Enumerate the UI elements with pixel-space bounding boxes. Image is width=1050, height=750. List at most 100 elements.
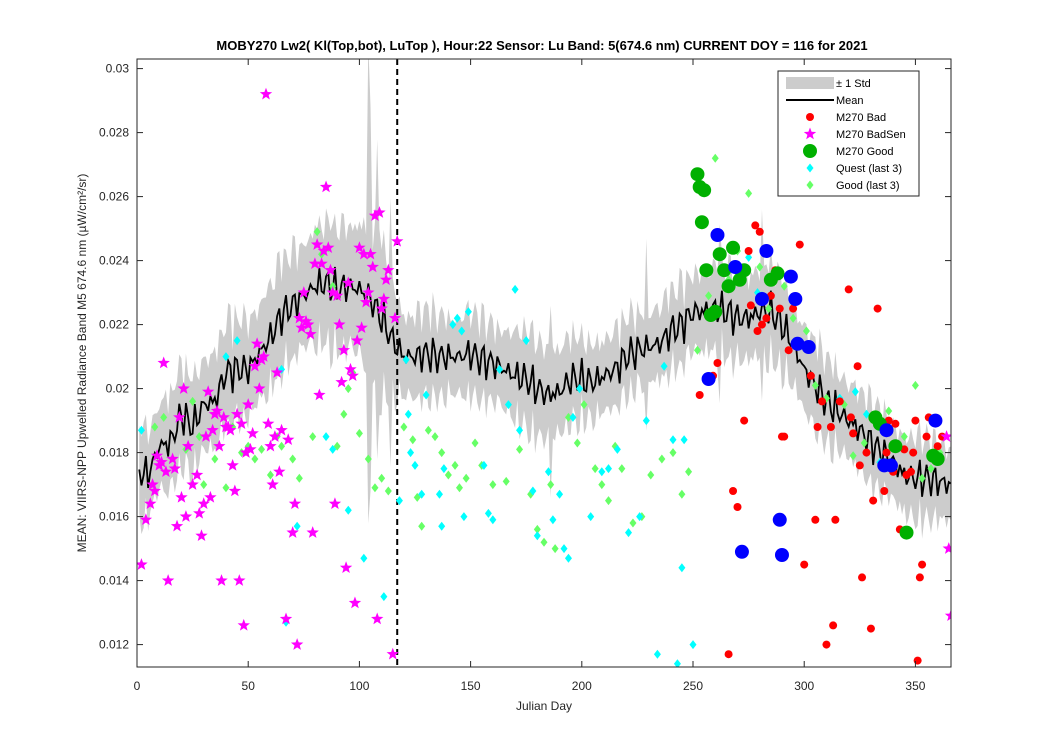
data-point [942,542,951,554]
data-point [342,276,355,289]
x-tick-label: 250 [683,679,703,693]
data-point [155,455,168,468]
y-tick-label: 0.03 [106,62,130,76]
data-point [915,573,924,582]
data-point [880,487,889,495]
x-axis: 0 50 100 150 200 250 300 350 [134,59,926,693]
data-point [888,439,903,454]
data-point [547,480,555,490]
data-point [759,244,774,258]
data-point [818,397,827,406]
data-point [927,464,935,474]
x-tick-label: 200 [572,679,592,693]
data-point [289,454,297,464]
data-point [244,442,257,455]
data-point [795,240,804,249]
data-point [139,513,153,526]
data-point [366,260,379,273]
data-point [242,398,255,410]
data-point [745,252,753,262]
data-point [678,563,686,573]
series-m270-good [690,167,945,540]
data-point [295,321,308,334]
data-point [755,227,764,236]
data-point [168,462,181,474]
data-point [717,263,732,278]
data-point [844,285,853,294]
data-point [170,519,184,532]
data-point [516,425,524,435]
data-point [329,444,337,454]
y-tick-label: 0.02 [106,382,130,396]
data-point [911,416,920,425]
data-point [371,483,379,493]
data-point [647,470,655,480]
data-point [206,423,219,436]
data-point [705,291,713,301]
data-point [224,423,237,436]
std-band-layer [139,59,951,539]
data-point [783,269,798,284]
data-point [386,647,399,660]
data-point [564,553,572,563]
data-point [326,286,339,298]
data-point [685,467,693,477]
data-point [404,409,412,419]
data-point [471,438,479,448]
data-point [701,372,716,386]
data-point [226,458,239,471]
legend-swatch [803,127,817,140]
data-point [728,260,743,274]
data-point [729,487,738,495]
legend-entry: M270 BadSen [803,127,906,141]
data-point [604,464,612,474]
series-quest-last-3 [137,252,884,667]
data-point [710,228,725,242]
data-point [772,512,787,527]
series-m270-badsen [137,87,951,660]
data-point [438,448,446,458]
data-point [733,503,742,511]
data-point [642,416,650,426]
data-point [813,423,822,431]
data-point [340,409,348,419]
data-point [790,336,805,351]
data-point [673,659,681,667]
legend-label: Quest (last 3) [836,163,902,175]
data-point [831,515,840,524]
data-point [344,384,352,394]
data-point [418,489,426,499]
data-point [724,650,733,659]
data-point [273,465,286,478]
data-point [529,486,537,496]
y-tick-label: 0.016 [99,510,129,524]
data-point [193,506,206,519]
data-point [734,544,749,559]
data-point [251,454,259,464]
y-tick-label: 0.026 [99,190,129,204]
x-tick-label: 150 [461,679,481,693]
data-point [213,439,226,452]
data-point [801,340,816,354]
data-point [418,521,426,531]
data-point [822,640,831,649]
data-point [195,529,208,542]
data-point [604,496,612,506]
data-point [293,311,306,324]
data-point [669,435,677,445]
x-axis-label: Julian Day [516,699,572,713]
data-point [885,406,893,416]
data-point [756,262,764,272]
data-point [259,87,273,100]
x-tick-label: 300 [794,679,814,693]
x-tick-label: 100 [349,679,369,693]
data-point [560,544,568,554]
data-point [235,417,248,430]
data-point [740,416,749,425]
data-point [711,153,719,163]
data-point [137,425,145,435]
data-point [299,314,313,327]
data-point [849,451,857,461]
data-point [302,318,315,330]
data-point [237,618,250,631]
